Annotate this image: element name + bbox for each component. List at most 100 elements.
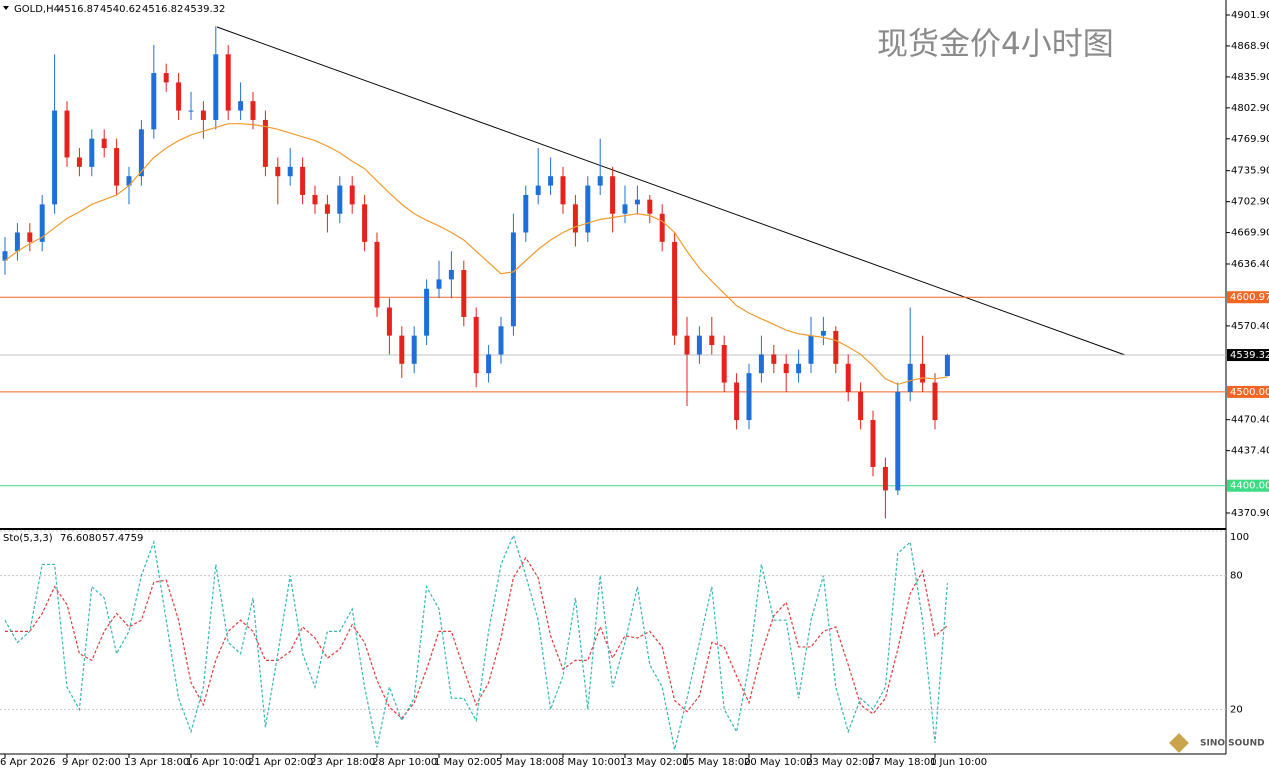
candle-body [622,204,628,214]
candle-body [808,335,814,364]
candle-body [275,166,281,177]
candle-body [498,326,504,355]
candle-body [597,176,603,186]
candle-body [473,316,479,374]
x-tick-label: 13 Apr 18:00 [124,757,189,768]
candle-body [52,110,58,205]
candle-body [486,354,492,374]
logo-icon [1169,733,1189,753]
y-tick-label: 4835.90 [1231,72,1269,83]
candle-body [27,232,33,242]
y-tick-label: 4868.90 [1231,41,1269,52]
candle-body [399,335,405,364]
y-tick-label: 4370.90 [1231,508,1269,519]
y-tick-label: 4901.90 [1231,10,1269,21]
stoch-k-line [4,533,948,750]
candle-body [14,232,20,252]
y-tick-label: 4702.90 [1231,197,1269,208]
x-tick-label: 13 May 02:00 [620,757,689,768]
candle-body [300,166,306,195]
candle-body [510,232,516,327]
candle-body [523,194,529,233]
candle-body [758,354,764,374]
candle-body [262,119,268,167]
x-tick-label: 16 Apr 10:00 [186,757,251,768]
y-tick-label: 4437.40 [1231,446,1269,457]
candle-body [548,176,554,186]
candle-body [151,73,157,130]
x-tick-label: 23 May 02:00 [806,757,875,768]
candle-body [907,363,913,392]
candle-body [684,335,690,355]
candle-body [213,54,219,120]
candle-body [436,279,442,289]
collapse-arrow [3,6,9,10]
x-tick-label: 27 May 18:00 [868,757,937,768]
candle-body [895,391,901,491]
candle-body [944,355,950,377]
candle-body [932,382,938,421]
candle-body [634,199,640,205]
stoch-d-readout: 57.4759 [102,533,143,544]
candle-body [163,73,169,83]
candle-body [870,420,876,467]
candle-body [138,129,144,177]
candle-body [374,241,380,308]
candle-body [89,138,95,167]
stoch-tick-label: 80 [1230,571,1243,582]
candle-body [349,185,355,205]
x-tick-label: 9 Apr 02:00 [62,757,121,768]
candle-body [39,204,45,242]
candle-body [386,307,392,336]
ohlc-high: 4540.62 [100,4,141,15]
candle-body [448,270,454,280]
y-tick-label: 4470.40 [1231,415,1269,426]
candle-body [647,199,653,214]
level-label-box [1227,291,1269,304]
level-label-box [1227,479,1269,492]
candle-body [721,345,727,383]
candle-body [188,110,194,112]
candle-body [411,335,417,364]
x-tick-label: 21 Apr 02:00 [248,757,313,768]
x-tick-label: 20 May 10:00 [744,757,813,768]
candle-body [796,363,802,374]
y-tick-label: 4802.90 [1231,103,1269,114]
x-tick-label: 15 May 18:00 [682,757,751,768]
candle-body [560,176,566,205]
candle-body [746,373,752,421]
stoch-label: Sto(5,3,3) [3,533,53,544]
stoch-tick-label: 20 [1230,704,1243,715]
candle-body [535,185,541,195]
x-tick-label: 8 May 10:00 [558,757,620,768]
level-label-box [1227,385,1269,398]
candle-body [114,148,120,186]
candle-body [250,101,256,120]
candle-body [771,354,777,364]
x-tick-label: 1 Jun 10:00 [930,757,987,768]
candle-body [572,204,578,233]
stoch-d-line [5,556,948,720]
candle-body [696,335,702,355]
trend-line [216,26,1126,356]
candle-body [734,382,740,421]
stoch-tick-label: 100 [1230,532,1249,543]
candle-body [845,363,851,392]
current-price-box [1227,349,1269,362]
moving-average [4,123,948,386]
candle-body [820,330,826,336]
current-price-label: 4539.32 [1230,350,1269,361]
y-tick-label: 4636.40 [1231,259,1269,270]
x-tick-label: 1 May 02:00 [434,757,496,768]
candle-body [76,157,82,167]
candle-body [461,270,467,317]
candle-body [101,138,107,149]
candle-body [672,241,678,336]
candle-body [126,176,132,186]
ohlc-close: 4539.32 [184,4,225,15]
candle-body [287,166,293,177]
candle-body [362,204,368,242]
candle-body [225,54,231,111]
